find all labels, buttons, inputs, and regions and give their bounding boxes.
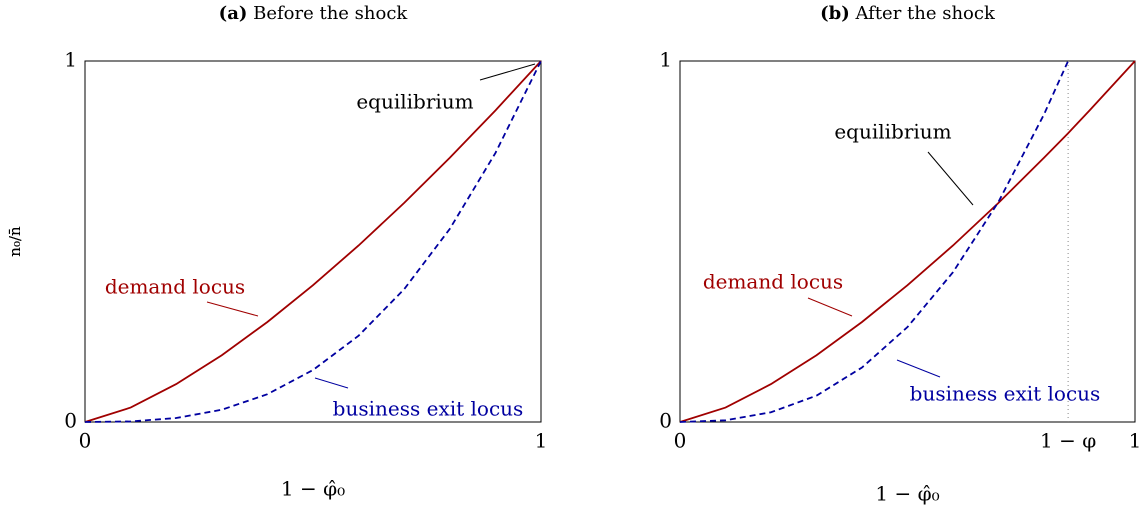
panel-title: (a) Before the shock	[219, 3, 409, 24]
x-tick-label: 1	[1129, 429, 1141, 453]
leader-line	[927, 151, 974, 206]
series-line	[679, 60, 1136, 423]
x-tick-label: 0	[674, 429, 687, 453]
panel-label: (a)	[219, 3, 248, 24]
leader-line	[479, 63, 536, 81]
series-line	[679, 60, 1069, 423]
leader-line	[896, 359, 941, 378]
series-label: demand locus	[105, 275, 245, 299]
panel-title: (b) After the shock	[820, 3, 996, 24]
y-tick-label: 1	[659, 48, 672, 72]
leader-line	[807, 297, 853, 317]
series-label: demand locus	[703, 270, 843, 294]
leader-line	[206, 301, 259, 317]
panel-label: (b)	[820, 3, 850, 24]
annotation: equilibrium	[834, 120, 951, 144]
y-axis-label: n₀/n̄	[6, 226, 24, 257]
series-label: business exit locus	[910, 382, 1101, 406]
panel-title-text: Before the shock	[253, 3, 408, 24]
annotation: equilibrium	[356, 90, 473, 114]
y-tick-label: 0	[64, 409, 77, 433]
series-line	[84, 60, 542, 423]
series-label: business exit locus	[333, 397, 524, 421]
y-axis-label: n₀/n̄	[6, 226, 24, 257]
panel-title-text: After the shock	[854, 3, 996, 24]
series-line	[84, 60, 542, 423]
x-tick-label: 1 − φ	[1040, 429, 1096, 453]
plot-frame	[84, 60, 542, 423]
x-axis-label: 1 − φ̂₀	[875, 482, 939, 506]
plot-frame	[679, 60, 1136, 423]
leader-line	[314, 377, 349, 389]
x-tick-label: 0	[79, 429, 92, 453]
x-axis-label: 1 − φ̂₀	[281, 477, 345, 501]
y-tick-label: 0	[659, 409, 672, 433]
y-tick-label: 1	[64, 48, 77, 72]
x-tick-label: 1	[535, 429, 548, 453]
